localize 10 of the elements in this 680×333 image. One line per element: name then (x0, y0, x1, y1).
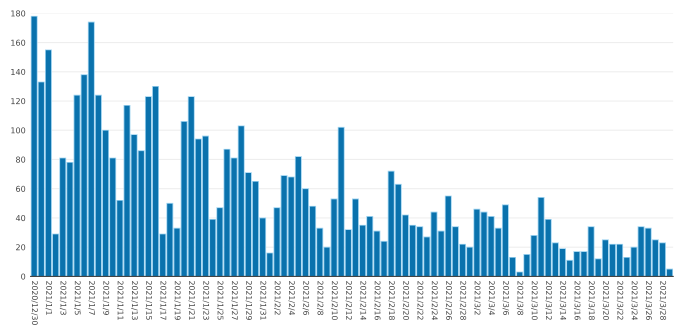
y-tick-label: 0 (21, 273, 26, 280)
y-tick-label: 100 (11, 127, 26, 134)
y-tick-label: 20 (16, 244, 26, 250)
y-tick-label: 40 (16, 215, 26, 222)
y-tick-label: 140 (11, 68, 26, 75)
y-tick-label: 120 (11, 98, 26, 104)
y-tick-label: 160 (11, 40, 26, 46)
y-tick-label: 60 (16, 186, 26, 192)
y-tick-label: 80 (16, 156, 26, 163)
y-tick-label: 180 (11, 10, 26, 16)
